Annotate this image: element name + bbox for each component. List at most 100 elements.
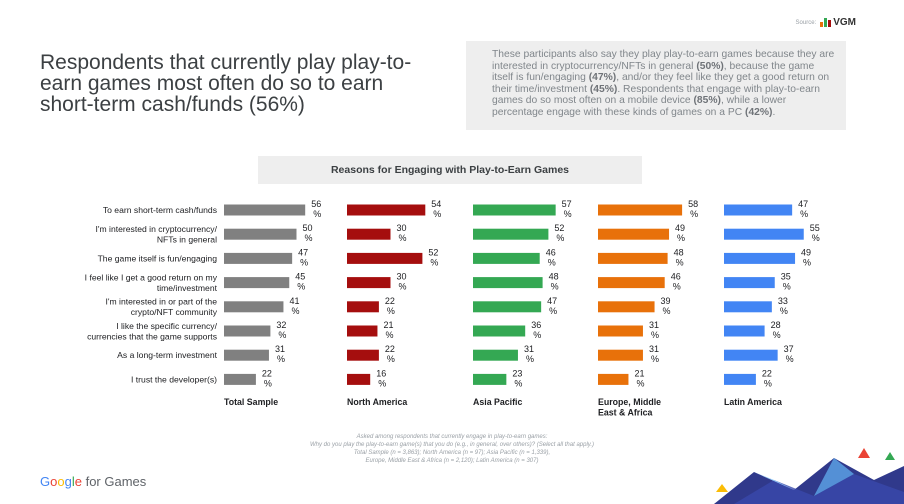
data-label-unit: % xyxy=(514,378,522,388)
data-label-unit: % xyxy=(277,354,285,364)
data-label-unit: % xyxy=(387,306,395,316)
category-label: I trust the developer(s) xyxy=(131,374,217,384)
data-label: 33 xyxy=(778,296,788,306)
data-label: 22 xyxy=(385,296,395,306)
google-for-games-logo: Google for Games xyxy=(40,474,146,489)
data-label: 37 xyxy=(784,344,794,354)
data-label-unit: % xyxy=(556,233,564,243)
data-label: 21 xyxy=(383,320,393,330)
category-label: I like the specific currency/currencies … xyxy=(87,321,218,342)
data-label: 50 xyxy=(303,223,313,233)
data-label: 47 xyxy=(798,199,808,209)
bar xyxy=(598,325,643,337)
data-label-unit: % xyxy=(636,378,644,388)
data-label: 21 xyxy=(634,368,644,378)
data-label: 28 xyxy=(771,320,781,330)
category-label: I'm interested in cryptocurrency/NFTs in… xyxy=(95,224,217,245)
bar xyxy=(347,373,371,385)
summary-stat: (45%) xyxy=(589,83,618,95)
vgm-logo-text: VGM xyxy=(833,17,856,28)
data-label-unit: % xyxy=(783,282,791,292)
bar xyxy=(724,349,778,361)
data-label-unit: % xyxy=(305,233,313,243)
bar xyxy=(473,204,556,216)
data-label: 31 xyxy=(524,344,534,354)
bar xyxy=(347,277,391,289)
bar xyxy=(347,349,379,361)
bar xyxy=(347,252,423,264)
data-label: 22 xyxy=(762,368,772,378)
data-label-unit: % xyxy=(803,257,811,267)
data-label-unit: % xyxy=(786,354,794,364)
data-label: 52 xyxy=(428,247,438,257)
data-label: 22 xyxy=(385,344,395,354)
data-label: 32 xyxy=(276,320,286,330)
category-label: To earn short-term cash/funds xyxy=(103,205,217,215)
data-label-unit: % xyxy=(526,354,534,364)
data-label-unit: % xyxy=(300,257,308,267)
bar xyxy=(724,325,765,337)
data-label: 46 xyxy=(671,272,681,282)
data-label-unit: % xyxy=(690,209,698,219)
data-label: 36 xyxy=(531,320,541,330)
bar xyxy=(598,301,655,313)
data-label-unit: % xyxy=(385,330,393,340)
data-label-unit: % xyxy=(430,257,438,267)
series-label: Europe, Middle East & Africa xyxy=(598,397,661,418)
summary-stat: (42%) xyxy=(745,106,773,118)
data-label: 49 xyxy=(801,247,811,257)
bar xyxy=(473,325,526,337)
data-label: 35 xyxy=(781,272,791,282)
bar xyxy=(724,228,804,240)
summary-text: , and/or they feel like they get a good … xyxy=(492,72,830,95)
data-label: 58 xyxy=(688,199,698,209)
data-label-unit: % xyxy=(433,209,441,219)
data-label: 30 xyxy=(397,272,407,282)
vgm-logo: VGM xyxy=(820,17,856,28)
data-label: 48 xyxy=(549,272,559,282)
summary-text: . Respondents that engage with play-to-e… xyxy=(492,83,820,107)
bar xyxy=(724,277,775,289)
data-label: 49 xyxy=(675,223,685,233)
bar xyxy=(598,373,629,385)
summary-text: These participants also say they play pl… xyxy=(492,49,835,72)
summary-text: , because the game itself is fun/engagin… xyxy=(492,60,815,84)
data-label: 45 xyxy=(295,272,305,282)
footnote-line: Total Sample (n = 3,863); North America … xyxy=(353,450,551,456)
bar xyxy=(724,373,756,385)
bar xyxy=(347,228,391,240)
bar xyxy=(473,252,540,264)
source-attribution: Source: VGM xyxy=(796,17,856,28)
data-label: 54 xyxy=(431,199,441,209)
summary-stat: (47%) xyxy=(588,72,617,84)
bar xyxy=(224,373,256,385)
data-label-unit: % xyxy=(551,282,559,292)
data-label-unit: % xyxy=(651,330,659,340)
bar xyxy=(473,349,518,361)
data-label-unit: % xyxy=(313,209,321,219)
logo-suffix: for Games xyxy=(85,474,147,489)
data-label-unit: % xyxy=(676,257,684,267)
series-label: North America xyxy=(347,397,407,407)
bar xyxy=(224,252,293,264)
data-label: 47 xyxy=(298,247,308,257)
decorative-polygon-graphic xyxy=(714,448,904,504)
category-label: I'm interested in or part of the crypto/N… xyxy=(105,297,217,318)
footnote-line: Why do you play the play-to-earn game(s)… xyxy=(309,442,595,448)
data-label-unit: % xyxy=(291,306,299,316)
data-label: 39 xyxy=(661,296,671,306)
category-label: As a long-term investment xyxy=(117,350,217,360)
summary-stat: (50%) xyxy=(696,60,724,72)
bar-chart: To earn short-term cash/funds I'm interes… xyxy=(85,199,820,418)
data-label-unit: % xyxy=(764,378,772,388)
summary-stat: (85%) xyxy=(693,95,721,107)
data-label-unit: % xyxy=(399,282,407,292)
data-label: 31 xyxy=(275,344,285,354)
category-label: I feel like I get a good return on my tim… xyxy=(85,272,218,293)
bar xyxy=(224,277,290,289)
data-label-unit: % xyxy=(663,306,671,316)
data-label: 16 xyxy=(376,368,386,378)
summary-text: , while a lower percentage engage with t… xyxy=(492,95,787,118)
data-label-unit: % xyxy=(548,257,556,267)
bar xyxy=(347,301,379,313)
